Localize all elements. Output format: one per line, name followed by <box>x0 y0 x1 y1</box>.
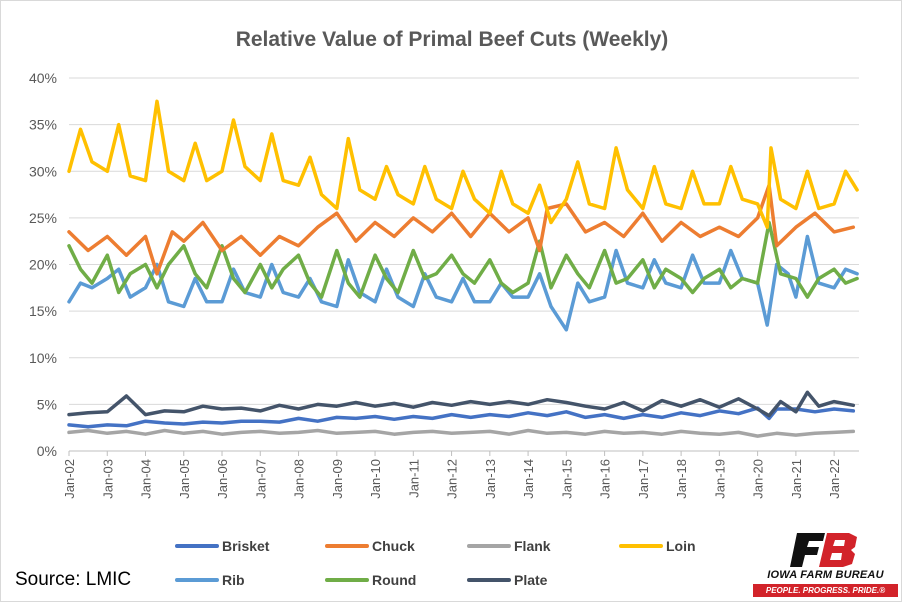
x-tick-label: Jan-15 <box>559 459 574 499</box>
x-tick-label: Jan-18 <box>674 459 689 499</box>
series-line-loin <box>67 99 859 229</box>
series-line-plate <box>67 390 856 418</box>
legend-label-rib: Rib <box>222 572 245 588</box>
legend-label-chuck: Chuck <box>372 538 415 554</box>
x-tick-label: Jan-19 <box>712 459 727 499</box>
x-tick-label: Jan-17 <box>636 459 651 499</box>
y-tick-label: 40% <box>29 70 57 86</box>
x-tick-label: Jan-13 <box>483 459 498 499</box>
chart-title: Relative Value of Primal Beef Cuts (Week… <box>236 28 669 51</box>
y-tick-label: 30% <box>29 163 57 179</box>
x-tick-label: Jan-11 <box>406 459 421 498</box>
x-axis-ticks: Jan-02 Jan-03 Jan-04 Jan-05 Jan-06 Jan-07 Jan-… <box>62 451 842 499</box>
legend-label-round: Round <box>372 572 416 588</box>
x-tick-label: Jan-12 <box>445 459 460 499</box>
x-tick-label: Jan-07 <box>253 459 268 499</box>
y-axis-ticks: 0% 5% 10% 15% 20% 25% 30% 35% 40% <box>29 70 57 459</box>
logo-tagline: PEOPLE. PROGRESS. PRIDE.® <box>753 584 898 597</box>
x-tick-label: Jan-05 <box>177 459 192 499</box>
series-line-chuck <box>67 183 856 276</box>
series-line-brisket <box>67 406 856 429</box>
x-tick-label: Jan-22 <box>827 459 842 499</box>
legend-label-brisket: Brisket <box>222 538 270 554</box>
y-tick-label: 15% <box>29 303 57 319</box>
legend-label-plate: Plate <box>514 572 548 588</box>
x-tick-label: Jan-14 <box>521 459 536 499</box>
series-lines <box>67 99 859 438</box>
series-line-flank <box>67 428 856 438</box>
x-tick-label: Jan-16 <box>598 459 613 499</box>
y-tick-label: 20% <box>29 257 57 273</box>
legend-label-loin: Loin <box>666 538 696 554</box>
x-tick-label: Jan-10 <box>368 459 383 499</box>
x-tick-label: Jan-06 <box>215 459 230 499</box>
logo-name: IOWA FARM BUREAU <box>767 569 884 581</box>
x-tick-label: Jan-04 <box>139 459 154 499</box>
series-line-rib <box>67 234 859 332</box>
source-note: Source: LMIC <box>15 569 132 590</box>
x-tick-label: Jan-21 <box>789 459 804 499</box>
gridlines <box>69 77 859 452</box>
y-tick-label: 0% <box>37 443 57 459</box>
x-tick-label: Jan-03 <box>100 459 115 499</box>
legend-label-flank: Flank <box>514 538 551 554</box>
y-tick-label: 10% <box>29 350 57 366</box>
fb-logo-icon <box>790 533 857 567</box>
iowa-farm-bureau-logo: IOWA FARM BUREAU PEOPLE. PROGRESS. PRIDE… <box>753 529 898 599</box>
x-tick-label: Jan-09 <box>330 459 345 499</box>
y-tick-label: 35% <box>29 117 57 133</box>
series-line-round <box>67 220 859 299</box>
x-tick-label: Jan-02 <box>62 459 77 499</box>
x-tick-label: Jan-08 <box>292 459 307 499</box>
x-tick-label: Jan-20 <box>751 459 766 499</box>
y-tick-label: 5% <box>37 396 57 412</box>
legend: Brisket Chuck Flank Loin Rib Round Plate <box>175 538 696 588</box>
y-tick-label: 25% <box>29 210 57 226</box>
